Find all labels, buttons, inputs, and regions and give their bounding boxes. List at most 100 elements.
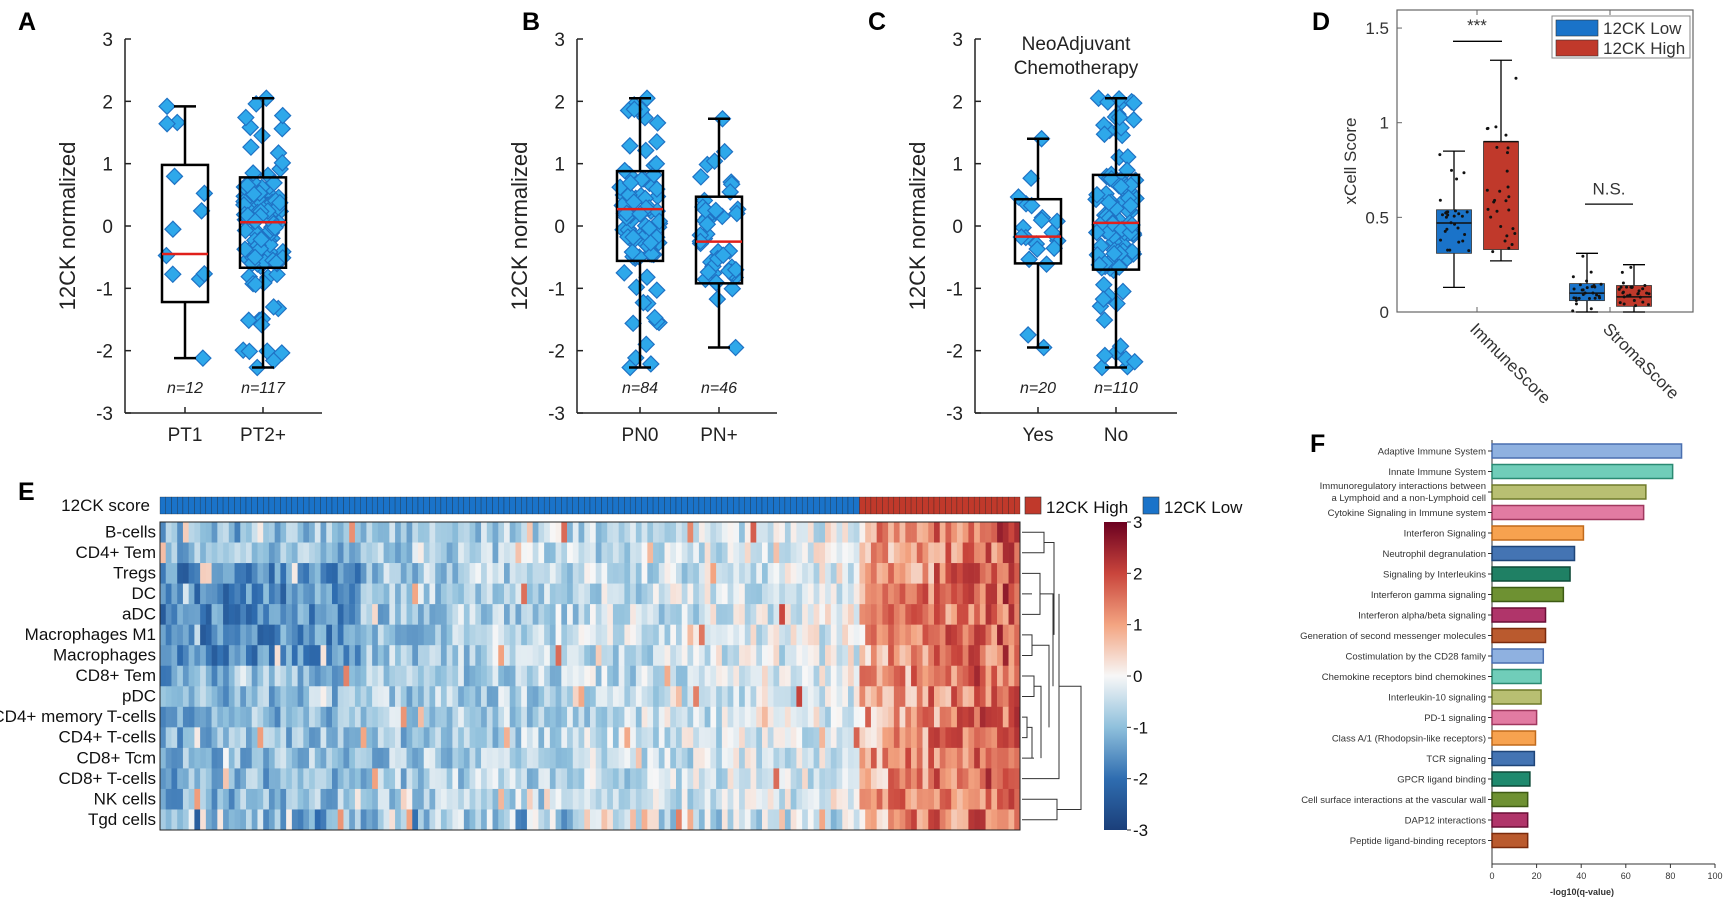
heatmap-cell xyxy=(859,788,866,810)
heatmap-cell xyxy=(452,624,459,646)
data-point xyxy=(1505,151,1509,155)
heatmap-cell xyxy=(469,604,476,625)
heatmap-cell xyxy=(463,522,470,543)
x-tick-label: PT1 xyxy=(168,425,203,446)
heatmap-cell xyxy=(888,542,895,564)
heatmap-cell xyxy=(882,624,889,646)
heatmap-cell xyxy=(601,645,608,667)
heatmap-cell xyxy=(165,809,172,831)
heatmap-cell xyxy=(991,768,998,790)
heatmap-cell xyxy=(991,686,998,708)
heatmap-cell xyxy=(435,645,442,667)
heatmap-cell xyxy=(372,686,379,708)
heatmap-cell xyxy=(773,645,780,667)
data-point xyxy=(642,355,660,373)
heatmap-cell xyxy=(796,624,803,646)
heatmap-cell xyxy=(1008,768,1015,790)
data-point xyxy=(1620,270,1624,274)
heatmap-cell xyxy=(389,542,396,564)
heatmap-cell xyxy=(618,665,625,687)
heatmap-cell xyxy=(429,583,436,605)
heatmap-cell xyxy=(584,727,591,749)
heatmap-cell xyxy=(297,583,304,605)
data-point xyxy=(1124,110,1143,129)
heatmap-cell xyxy=(750,604,757,625)
heatmap-cell xyxy=(802,747,809,769)
heatmap-cell xyxy=(670,727,677,749)
heatmap-cell xyxy=(263,645,270,667)
heatmap-cell xyxy=(727,686,734,708)
heatmap-cell xyxy=(635,563,642,584)
heatmap-cell xyxy=(377,809,384,831)
heatmap-cell xyxy=(486,624,493,646)
heatmap-cell xyxy=(716,542,723,564)
heatmap-cell xyxy=(572,542,579,564)
heatmap-cell xyxy=(750,624,757,646)
data-point xyxy=(158,97,176,116)
heatmap-cell xyxy=(257,583,264,605)
data-point xyxy=(1595,293,1599,297)
heatmap-cell xyxy=(314,788,321,810)
heatmap-cell xyxy=(830,788,837,810)
heatmap-cell xyxy=(349,686,356,708)
heatmap-cell xyxy=(578,604,585,625)
heatmap-cell xyxy=(538,706,545,728)
heatmap-cell xyxy=(481,686,488,708)
x-tick-label: 100 xyxy=(1707,871,1722,881)
heatmap-cell xyxy=(555,583,562,605)
heatmap-cell xyxy=(974,706,981,728)
heatmap-cell xyxy=(1002,542,1009,564)
n-label: n=12 xyxy=(167,380,203,397)
heatmap-cell xyxy=(572,665,579,687)
data-point xyxy=(1506,185,1510,189)
heatmap-cell xyxy=(807,624,814,646)
heatmap-cell xyxy=(951,563,958,584)
heatmap-cell xyxy=(309,686,316,708)
heatmap-cell xyxy=(934,604,941,625)
heatmap-cell xyxy=(1002,604,1009,625)
heatmap-cell xyxy=(240,706,247,728)
heatmap-cell xyxy=(314,645,321,667)
heatmap-cell xyxy=(767,583,774,605)
heatmap-cell xyxy=(354,768,361,790)
heatmap-cell xyxy=(343,645,350,667)
heatmap-cell xyxy=(337,768,344,790)
panel-label-c: C xyxy=(868,8,886,36)
heatmap-cell xyxy=(979,768,986,790)
heatmap-cell xyxy=(1014,604,1021,625)
heatmap-cell xyxy=(968,583,975,605)
heatmap-cell xyxy=(664,563,671,584)
heatmap-cell xyxy=(309,768,316,790)
heatmap-cell xyxy=(572,645,579,667)
heatmap-cell xyxy=(177,604,184,625)
score-cell xyxy=(652,496,659,515)
heatmap-cell xyxy=(853,522,860,543)
data-point xyxy=(273,154,292,172)
heatmap-cell xyxy=(911,583,918,605)
panel-label-e: E xyxy=(18,478,35,506)
heatmap-cell xyxy=(767,604,774,625)
score-cell xyxy=(744,496,751,515)
heatmap-cell xyxy=(842,706,849,728)
heatmap-cell xyxy=(870,768,877,790)
heatmap-cell xyxy=(578,768,585,790)
heatmap-cell xyxy=(217,768,224,790)
heatmap-cell xyxy=(1002,809,1009,831)
significance-label: N.S. xyxy=(1592,180,1625,199)
heatmap-cell xyxy=(704,747,711,769)
heatmap-cell xyxy=(819,788,826,810)
heatmap-cell xyxy=(389,522,396,543)
heatmap-cell xyxy=(532,645,539,667)
heatmap-cell xyxy=(693,665,700,687)
heatmap-cell xyxy=(876,542,883,564)
heatmap-cell xyxy=(876,645,883,667)
data-point xyxy=(1486,207,1490,211)
heatmap-cell xyxy=(739,542,746,564)
heatmap-cell xyxy=(676,624,683,646)
heatmap-cell xyxy=(962,645,969,667)
heatmap-cell xyxy=(733,624,740,646)
heatmap-cell xyxy=(670,583,677,605)
heatmap-cell xyxy=(360,604,367,625)
heatmap-cell xyxy=(526,604,533,625)
heatmap-cell xyxy=(349,522,356,543)
